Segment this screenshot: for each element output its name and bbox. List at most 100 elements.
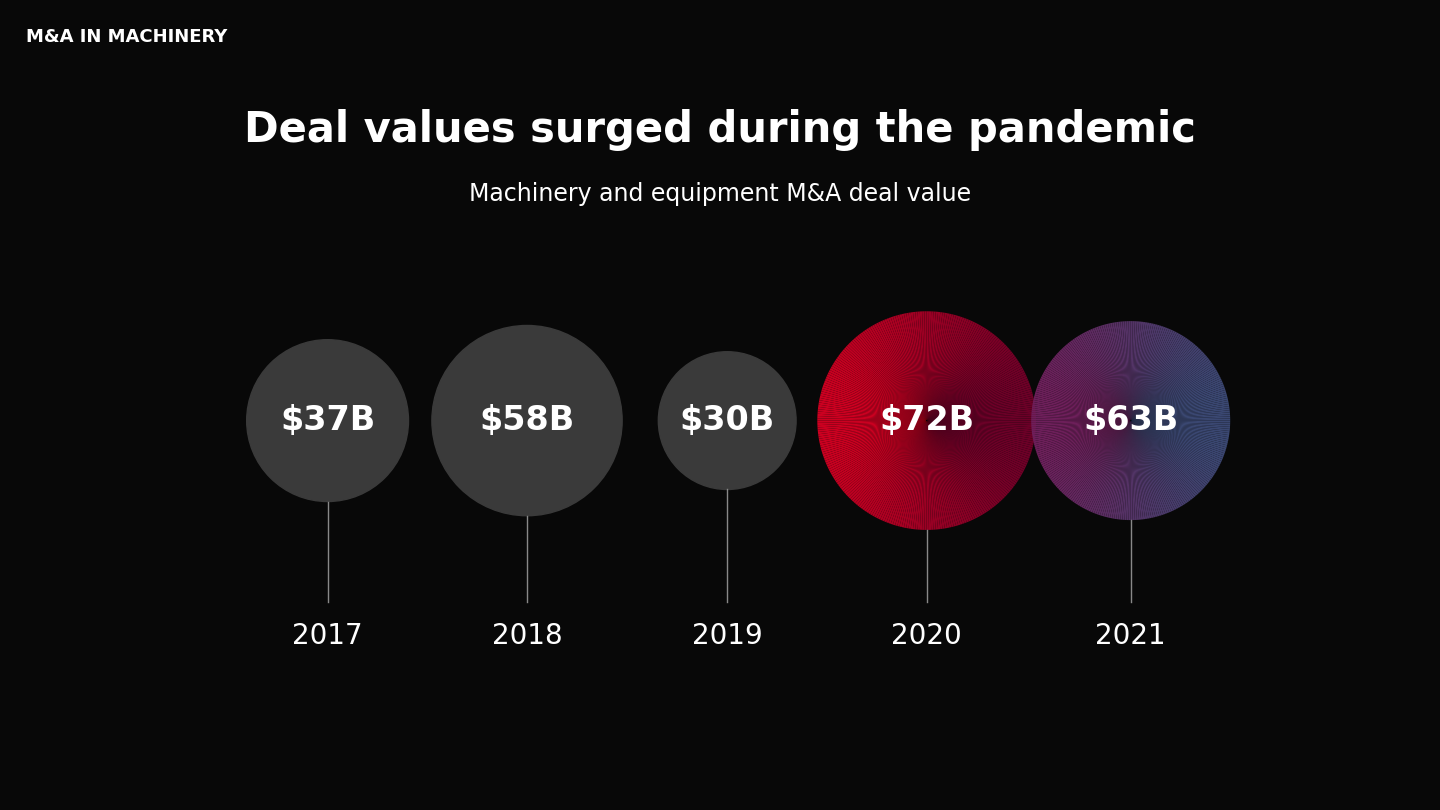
Wedge shape	[927, 351, 1012, 420]
Wedge shape	[818, 420, 927, 430]
Wedge shape	[1130, 420, 1223, 461]
Wedge shape	[1084, 420, 1130, 509]
Wedge shape	[1035, 420, 1130, 450]
Wedge shape	[837, 420, 927, 485]
Wedge shape	[927, 338, 999, 420]
Wedge shape	[1130, 420, 1168, 514]
Wedge shape	[927, 420, 952, 527]
Wedge shape	[1130, 408, 1230, 420]
Wedge shape	[900, 314, 927, 420]
Wedge shape	[927, 420, 985, 514]
Wedge shape	[1130, 322, 1140, 420]
Wedge shape	[927, 420, 1035, 425]
Wedge shape	[1041, 377, 1130, 420]
Wedge shape	[1130, 396, 1227, 420]
Wedge shape	[1126, 420, 1130, 520]
Wedge shape	[884, 420, 927, 522]
Wedge shape	[1115, 322, 1130, 420]
Wedge shape	[1110, 420, 1130, 518]
Wedge shape	[1068, 420, 1130, 500]
Wedge shape	[1130, 420, 1208, 484]
Wedge shape	[1032, 420, 1130, 437]
Wedge shape	[1122, 420, 1130, 520]
Wedge shape	[1035, 420, 1130, 454]
Wedge shape	[821, 394, 927, 420]
Wedge shape	[1130, 420, 1153, 518]
Wedge shape	[824, 420, 927, 461]
Wedge shape	[1130, 420, 1148, 519]
Wedge shape	[1106, 324, 1130, 420]
Wedge shape	[858, 420, 927, 508]
Wedge shape	[854, 420, 927, 503]
Wedge shape	[1130, 420, 1158, 517]
Wedge shape	[927, 420, 1022, 475]
Wedge shape	[927, 334, 995, 420]
Wedge shape	[1032, 420, 1130, 441]
Wedge shape	[818, 403, 927, 420]
Wedge shape	[927, 420, 1012, 490]
Wedge shape	[1031, 419, 1130, 420]
Wedge shape	[1070, 420, 1130, 501]
Wedge shape	[927, 420, 1035, 430]
Wedge shape	[1047, 420, 1130, 475]
Text: Deal values surged during the pandemic: Deal values surged during the pandemic	[243, 109, 1197, 151]
Wedge shape	[854, 338, 927, 420]
Wedge shape	[1106, 420, 1130, 518]
Wedge shape	[1130, 362, 1212, 420]
Wedge shape	[1130, 420, 1164, 515]
Wedge shape	[1130, 373, 1218, 420]
Wedge shape	[927, 315, 958, 420]
Wedge shape	[874, 420, 927, 518]
Wedge shape	[1057, 420, 1130, 488]
Wedge shape	[1119, 322, 1130, 420]
Wedge shape	[1056, 420, 1130, 487]
Wedge shape	[1130, 420, 1182, 507]
Wedge shape	[824, 382, 927, 420]
Wedge shape	[1130, 420, 1162, 516]
Wedge shape	[1044, 369, 1130, 420]
Wedge shape	[1130, 400, 1228, 420]
Wedge shape	[927, 420, 948, 528]
Wedge shape	[927, 330, 989, 420]
Wedge shape	[1130, 420, 1138, 520]
Wedge shape	[927, 420, 1035, 434]
Wedge shape	[927, 409, 1035, 420]
Wedge shape	[818, 420, 927, 432]
Wedge shape	[827, 376, 927, 420]
Wedge shape	[927, 326, 984, 420]
Wedge shape	[1130, 343, 1194, 420]
Wedge shape	[1130, 420, 1194, 499]
Wedge shape	[818, 407, 927, 420]
Wedge shape	[1130, 420, 1133, 520]
Wedge shape	[927, 420, 1020, 481]
Wedge shape	[927, 420, 1035, 439]
Wedge shape	[1044, 420, 1130, 471]
Wedge shape	[1130, 420, 1210, 483]
Wedge shape	[927, 381, 1030, 420]
Wedge shape	[927, 322, 975, 420]
Wedge shape	[927, 420, 949, 528]
Wedge shape	[927, 420, 1031, 454]
Wedge shape	[873, 420, 927, 517]
Wedge shape	[861, 420, 927, 509]
Wedge shape	[1076, 337, 1130, 420]
Wedge shape	[927, 405, 1035, 420]
Wedge shape	[927, 420, 1005, 499]
Wedge shape	[1130, 420, 1225, 454]
Wedge shape	[1130, 420, 1230, 431]
Wedge shape	[1040, 380, 1130, 420]
Wedge shape	[920, 420, 927, 530]
Circle shape	[658, 352, 796, 489]
Wedge shape	[927, 414, 1035, 420]
Wedge shape	[927, 420, 1007, 497]
Wedge shape	[1130, 420, 1228, 441]
Wedge shape	[818, 420, 927, 439]
Wedge shape	[1130, 420, 1184, 505]
Wedge shape	[1130, 420, 1225, 451]
Wedge shape	[927, 398, 1034, 420]
Circle shape	[246, 339, 409, 501]
Wedge shape	[1130, 420, 1195, 497]
Wedge shape	[1031, 420, 1130, 423]
Wedge shape	[927, 335, 996, 420]
Wedge shape	[1130, 335, 1184, 420]
